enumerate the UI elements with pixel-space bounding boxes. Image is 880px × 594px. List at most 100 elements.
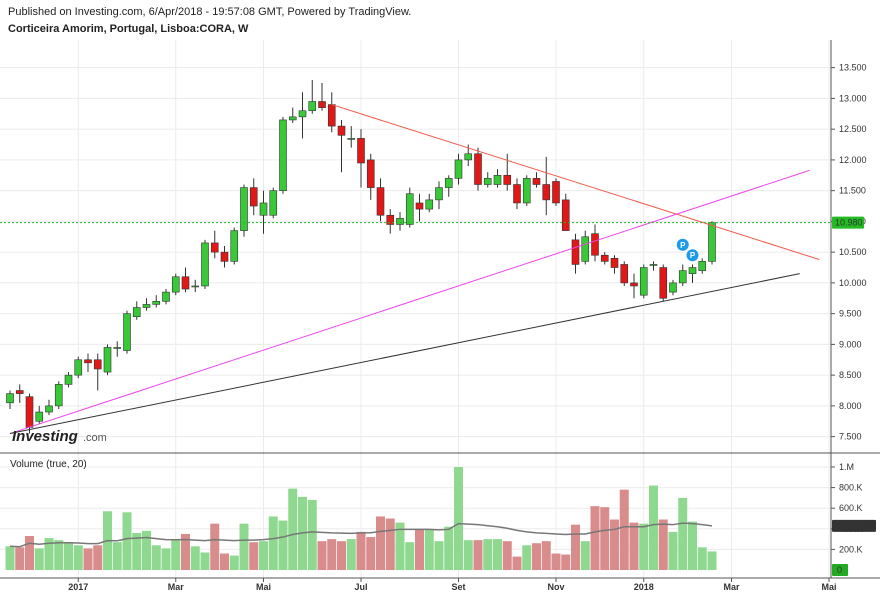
candle-body <box>201 242 209 287</box>
price-tick-label: 10.000 <box>839 278 867 288</box>
candle-body <box>415 202 424 210</box>
candle-body <box>337 125 346 136</box>
candle-body <box>483 178 492 185</box>
volume-tick-label: 600.K <box>839 503 863 513</box>
volume-bar <box>522 545 532 570</box>
volume-bar <box>64 542 73 570</box>
volume-bar <box>278 520 288 570</box>
volume-bar <box>463 540 473 570</box>
volume-bar <box>639 523 649 570</box>
svg-text:10.980: 10.980 <box>835 218 863 228</box>
candle-body <box>571 239 580 265</box>
volume-bar <box>132 532 142 570</box>
price-tick-label: 8.000 <box>839 401 862 411</box>
volume-bar <box>600 507 610 570</box>
candle-body <box>15 390 24 394</box>
candle-body <box>249 187 258 207</box>
candle-body <box>230 230 239 262</box>
volume-bar <box>34 548 44 570</box>
candle-body <box>659 267 668 299</box>
price-tick-label: 8.500 <box>839 370 862 380</box>
volume-bar <box>658 519 668 570</box>
volume-bar <box>454 467 463 570</box>
candle-body <box>542 184 551 201</box>
pivot-marker <box>676 238 689 251</box>
candle-body <box>552 181 560 204</box>
candle-body <box>259 202 268 216</box>
volume-bar <box>493 539 502 570</box>
volume-bar <box>122 512 132 570</box>
published-info: Published on Investing.com, 6/Apr/2018 -… <box>8 6 412 18</box>
symbol-title: Corticeira Amorim, Portugal, Lisboa:CORA… <box>8 23 249 35</box>
candle-body <box>610 257 619 268</box>
pivot-marker <box>686 249 699 262</box>
candle-body <box>532 178 541 185</box>
volume-bar <box>395 522 405 570</box>
volume-bar <box>239 523 249 570</box>
pivot-markers[interactable]: PP <box>676 238 699 262</box>
candle-body <box>396 218 404 225</box>
volume-bar <box>424 529 434 570</box>
candle-body <box>113 347 122 349</box>
volume-bar <box>112 542 122 570</box>
volume-bar <box>541 541 551 570</box>
candle-body <box>405 193 414 225</box>
candle-body <box>366 159 375 188</box>
candle-body <box>669 282 677 293</box>
volume-bar <box>93 545 103 570</box>
price-tick-label: 13.500 <box>839 63 867 73</box>
volume-bar <box>73 545 83 570</box>
volume-bar <box>44 538 54 570</box>
volume-zero-badge: 0 <box>832 564 848 576</box>
volume-bar <box>210 523 220 570</box>
candle-body <box>45 405 53 413</box>
candle-body <box>591 233 599 256</box>
volume-bar <box>25 536 34 570</box>
candle-body <box>288 116 297 121</box>
price-axis: 7.500 8.000 8.500 9.000 9.500 10.000 10.500 11.… <box>831 63 867 442</box>
candle-body <box>327 104 336 127</box>
candle-body <box>35 411 44 422</box>
candle-body <box>425 199 434 210</box>
candle-body <box>210 242 219 253</box>
uptrend-line <box>9 169 810 435</box>
candle-body <box>561 199 570 231</box>
candle-body <box>64 374 73 385</box>
volume-bar <box>580 541 590 570</box>
candle-body <box>708 222 716 262</box>
time-tick-label: Mar <box>723 582 740 592</box>
candle-body <box>191 285 200 288</box>
volume-bar <box>668 531 678 570</box>
volume-bar <box>181 533 190 570</box>
volume-bar <box>405 542 415 570</box>
candle-body <box>503 174 512 185</box>
volume-bar <box>385 518 395 570</box>
time-tick-label: Mar <box>168 582 185 592</box>
svg-text:.com: .com <box>83 432 107 444</box>
volume-bar <box>317 541 327 570</box>
candle-body <box>220 251 229 262</box>
candle-body <box>454 159 463 179</box>
volume-ma-line <box>9 522 713 548</box>
volume-bar <box>551 553 561 570</box>
volume-bar <box>678 497 688 570</box>
candle-body <box>698 261 707 271</box>
candle-body <box>298 110 307 118</box>
candle-body <box>620 264 629 284</box>
volume-bar <box>151 545 161 570</box>
volume-bar <box>5 546 15 570</box>
volume-bar <box>366 537 376 570</box>
candle-body <box>688 267 697 274</box>
volume-tick-label: 200.K <box>839 544 863 554</box>
volume-bar <box>220 553 229 570</box>
volume-bars <box>5 467 717 570</box>
svg-text:0: 0 <box>837 565 842 575</box>
volume-bar <box>268 516 278 570</box>
time-tick-label: Jul <box>354 582 367 592</box>
volume-bar <box>288 488 298 570</box>
candle-body <box>123 313 131 351</box>
volume-bar <box>483 539 493 570</box>
candle-body <box>386 214 395 225</box>
